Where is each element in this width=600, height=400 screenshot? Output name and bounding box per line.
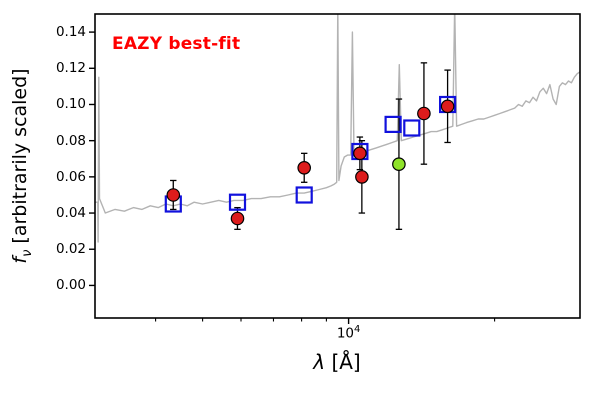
- observed-photometry-alt-point: [392, 157, 406, 171]
- x-tick-label-base: 10: [336, 325, 354, 342]
- observed-photometry-point: [297, 161, 311, 175]
- annotation-eazy-best-fit: EAZY best-fit: [112, 34, 241, 54]
- y-tick-label: 0.02: [55, 241, 86, 258]
- x-tick-label-exponent: 4: [354, 324, 361, 335]
- y-tick-label: 0.12: [55, 60, 86, 77]
- y-tick-label: 0.06: [55, 168, 86, 185]
- observed-photometry-point: [353, 146, 367, 161]
- x-axis-label: λ [Å]: [313, 350, 361, 374]
- plot-area: [95, 14, 580, 243]
- x-axis-label-text: [Å]: [325, 350, 361, 374]
- y-tick-label: 0.08: [55, 132, 86, 149]
- observed-photometry-point: [355, 170, 369, 184]
- observed-photometry-point: [230, 211, 245, 226]
- x-tick-label-1e4: 104: [337, 324, 361, 342]
- y-tick-label: 0.14: [55, 24, 86, 41]
- model-spectrum-line: [95, 14, 580, 243]
- axes-frame: [94, 13, 581, 319]
- observed-photometry-point: [166, 188, 181, 202]
- model-photometry-point: [384, 115, 402, 134]
- model-photometry-point: [295, 186, 313, 204]
- x-axis-label-symbol: λ: [313, 350, 326, 374]
- y-tick-label: 0.00: [55, 277, 86, 294]
- observed-photometry-point: [440, 99, 455, 114]
- y-tick-label: 0.10: [55, 96, 86, 113]
- y-axis-label-symbol: f: [9, 256, 32, 264]
- y-tick-label: 0.04: [55, 205, 86, 222]
- model-photometry-point: [403, 119, 421, 137]
- model-photometry-point: [228, 193, 247, 211]
- observed-photometry-point: [417, 106, 431, 121]
